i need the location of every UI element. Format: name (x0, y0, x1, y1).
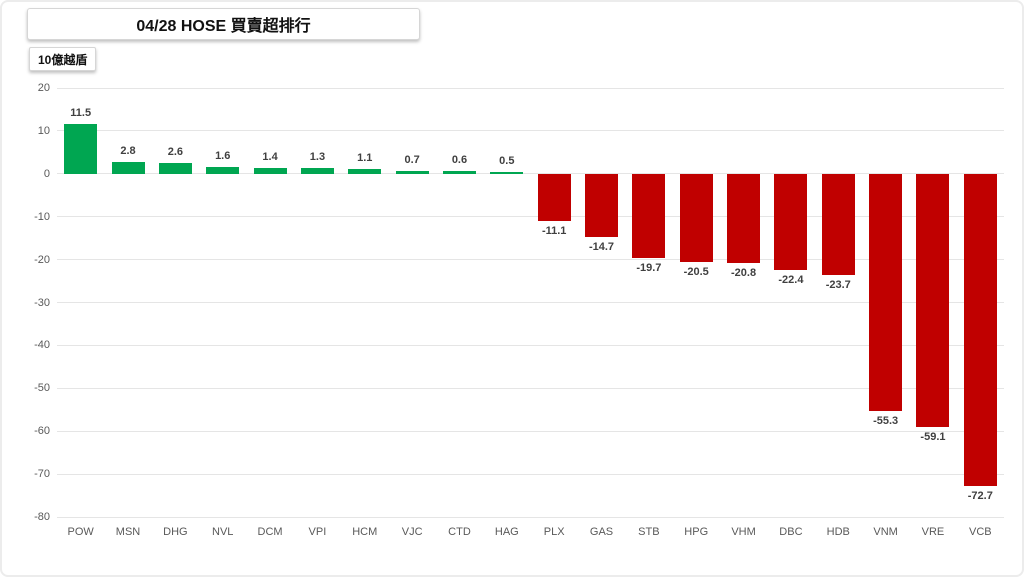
y-tick-label: -80 (34, 511, 50, 523)
y-tick-label: 0 (43, 167, 50, 180)
bar-HPG (679, 173, 713, 262)
category-label-DHG: DHG (163, 526, 188, 538)
category-label-DBC: DBC (779, 526, 803, 538)
bar-STB (632, 173, 666, 259)
gridline (57, 173, 1004, 175)
value-label: 2.6 (167, 145, 184, 158)
gridline (57, 130, 1004, 132)
value-label: 0.6 (451, 154, 468, 167)
category-label-VJC: VJC (401, 526, 423, 538)
y-tick-label: 10 (37, 124, 50, 137)
y-tick-label: -50 (34, 382, 50, 395)
bar-VHM (727, 173, 761, 264)
bar-POW (64, 124, 98, 174)
gridline (57, 87, 1004, 89)
gridline (57, 216, 1004, 218)
value-label: 1.1 (357, 152, 373, 165)
gridline (57, 473, 1004, 475)
value-label: 0.7 (404, 153, 420, 166)
value-label: -20.5 (683, 265, 709, 278)
value-label: -55.3 (873, 415, 899, 428)
chart-title: 04/28 HOSE 買賣超排行 (27, 8, 420, 40)
y-tick-label: 20 (37, 82, 50, 94)
category-label-VNM: VNM (873, 526, 898, 538)
bar-HAG (490, 171, 524, 174)
bar-VJC (395, 170, 429, 174)
category-label-GAS: GAS (589, 526, 614, 538)
bar-DCM (253, 167, 287, 174)
value-label: -23.7 (825, 279, 851, 292)
y-tick-label: -10 (34, 210, 50, 223)
bar-VRE (916, 173, 950, 428)
bar-VPI (300, 168, 334, 174)
bar-CTD (442, 171, 476, 174)
gridline (57, 344, 1004, 346)
value-label: 1.6 (215, 149, 231, 162)
value-label: -72.7 (967, 489, 993, 502)
y-tick-label: -70 (34, 468, 50, 481)
gridline (57, 302, 1004, 303)
value-label: 2.8 (120, 144, 136, 157)
value-label: -14.7 (588, 240, 615, 253)
y-tick-label: -60 (34, 425, 50, 438)
value-label: 0.5 (499, 154, 515, 167)
value-label: -11.1 (541, 225, 567, 238)
category-label-VHM: VHM (731, 526, 756, 538)
value-label: -59.1 (920, 431, 946, 444)
bar-NVL (206, 166, 240, 174)
category-label-VPI: VPI (308, 526, 327, 538)
bar-VNM (869, 173, 903, 412)
bar-PLX (537, 173, 571, 222)
category-label-MSN: MSN (115, 526, 141, 538)
y-tick-label: -20 (34, 253, 50, 266)
category-label-CTD: CTD (448, 526, 471, 538)
category-label-HAG: HAG (494, 526, 519, 538)
value-label: -20.8 (731, 267, 757, 280)
bar-VCB (963, 173, 997, 486)
value-label: 11.5 (70, 107, 92, 120)
bar-GAS (585, 173, 619, 237)
gridline (57, 430, 1004, 432)
category-label-HPG: HPG (684, 526, 709, 538)
unit-label: 10億越盾 (29, 47, 97, 71)
category-label-VRE: VRE (921, 526, 945, 538)
gridline (57, 387, 1004, 389)
y-tick-label: -30 (34, 296, 50, 309)
category-label-PLX: PLX (543, 526, 565, 538)
gridline (57, 259, 1004, 261)
category-label-NVL: NVL (212, 526, 234, 538)
category-label-HDB: HDB (826, 526, 850, 538)
bar-DHG (158, 162, 192, 174)
category-label-STB: STB (638, 526, 660, 538)
value-label: -22.4 (778, 273, 804, 286)
bar-DBC (774, 173, 808, 270)
value-label: -19.7 (636, 262, 662, 275)
value-label: 1.4 (262, 150, 278, 163)
category-label-DCM: DCM (257, 526, 283, 538)
category-label-HCM: HCM (352, 526, 378, 538)
value-label: 1.3 (309, 151, 326, 164)
category-label-POW: POW (67, 526, 94, 538)
bar-HCM (348, 169, 382, 174)
bar-HDB (821, 173, 855, 276)
y-tick-label: -40 (34, 339, 50, 352)
category-label-VCB: VCB (969, 526, 992, 538)
gridline (57, 516, 1004, 518)
bar-MSN (111, 161, 145, 174)
